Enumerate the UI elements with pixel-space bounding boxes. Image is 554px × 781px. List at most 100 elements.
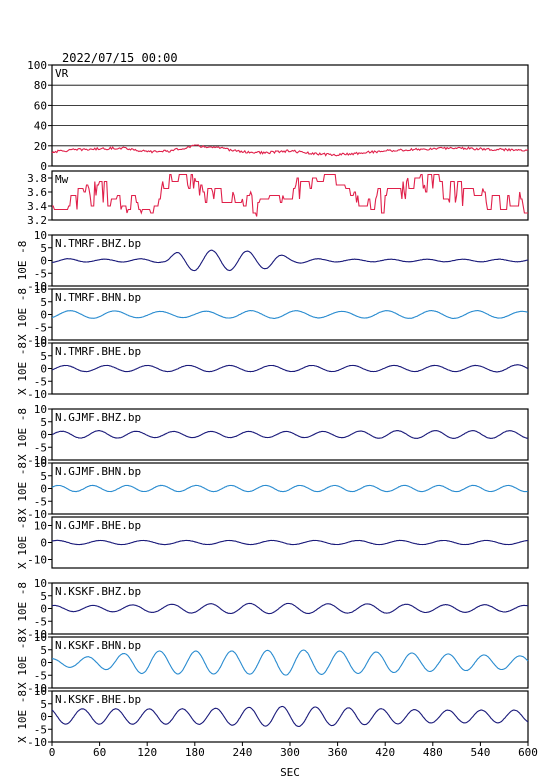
panel-label: N.TMRF.BHE.bp [55,345,141,358]
y-tick-label: 80 [34,79,47,92]
y-tick-label: -10 [27,334,47,347]
y-tick-label: 40 [34,120,47,133]
panel-label: N.TMRF.BHZ.bp [55,237,141,250]
y-tick-label: 0 [40,537,47,550]
y-axis-label: X 10E -8 [16,462,29,515]
y-axis-label: X 10E -8 [16,582,29,635]
y-tick-label: -10 [27,280,47,293]
y-tick-label: 10 [34,457,47,470]
y-tick-label: 10 [34,520,47,533]
y-tick-label: 100 [27,59,47,72]
y-tick-label: 0 [40,711,47,724]
series-line [51,364,529,373]
y-tick-label: 5 [40,590,47,603]
datetime-header: 2022/07/15 00:00 [62,51,178,65]
panel-mw: 3.83.63.43.2 Mw [27,170,529,227]
series-line [52,249,529,272]
y-tick-label: -10 [27,554,47,567]
x-axis-label: SEC [280,766,300,779]
y-tick-label: -10 [27,682,47,695]
x-tick-label: 0 [49,746,56,759]
y-tick-label: -5 [34,375,47,388]
panel-label: N.KSKF.BHN.bp [55,639,141,652]
y-tick-label: 0 [40,160,47,173]
y-tick-label: -10 [27,736,47,749]
y-tick-label: 5 [40,470,47,483]
y-axis-label: X 10E -8 [16,408,29,461]
x-tick-label: 60 [93,746,106,759]
y-tick-label: 3.6 [27,186,47,199]
panel-label: N.TMRF.BHN.bp [55,291,141,304]
y-tick-label: 0 [40,363,47,376]
y-tick-label: -5 [34,495,47,508]
y-axis-label: X 10E -8 [16,636,29,689]
y-axis-label: X 10E -8 [16,288,29,341]
y-tick-label: 10 [34,631,47,644]
y-tick-label: 0 [40,483,47,496]
y-tick-label: 3.4 [27,200,47,213]
x-tick-label: 120 [137,746,157,759]
y-tick-label: 3.8 [27,172,47,185]
panel-frame [51,64,529,167]
series-line [51,539,528,546]
y-tick-label: 0 [40,429,47,442]
y-tick-label: -10 [27,508,47,521]
panel-label: N.KSKF.BHE.bp [55,693,141,706]
y-axis-label: 10E -8 [16,241,29,281]
y-tick-label: 0 [40,657,47,670]
y-tick-label: 5 [40,350,47,363]
y-tick-label: 20 [34,140,47,153]
panel-label: N.GJMF.BHE.bp [55,519,141,532]
series-line [51,144,529,157]
x-tick-label: 540 [470,746,490,759]
y-tick-label: -5 [34,669,47,682]
y-axis-label: X 10E -8 [16,516,29,569]
panel-label: VR [55,67,69,80]
y-tick-label: 10 [34,685,47,698]
y-tick-label: 10 [34,577,47,590]
y-tick-label: 5 [40,416,47,429]
series-line [51,430,528,439]
y-tick-label: 5 [40,644,47,657]
y-tick-label: 5 [40,698,47,711]
y-tick-label: -10 [27,628,47,641]
y-tick-label: 10 [34,229,47,242]
panel-label: Mw [55,173,69,186]
y-tick-label: -5 [34,321,47,334]
series-line [51,484,529,493]
series-line [52,173,528,217]
y-tick-label: -5 [34,267,47,280]
y-tick-label: 10 [34,403,47,416]
y-axis-label: X 10E -8 [16,342,29,395]
y-tick-label: 0 [40,255,47,268]
series-line [51,705,529,727]
y-tick-label: -5 [34,723,47,736]
y-tick-label: 10 [34,283,47,296]
y-tick-label: -10 [27,388,47,401]
series-line [51,649,529,676]
panel-vr: 100 80 60 40 20 0 VR [27,59,529,173]
y-tick-label: 5 [40,242,47,255]
y-axis-label: X 10E -8 [16,690,29,743]
y-tick-label: 0 [40,309,47,322]
panel-label: N.GJMF.BHN.bp [55,465,141,478]
panel-gjmf_bhe: 10 0 -10 N.GJMF.BHE.bp [27,516,529,569]
panel-label: N.GJMF.BHZ.bp [55,411,141,424]
y-tick-label: 3.2 [27,214,47,227]
panel-label: N.KSKF.BHZ.bp [55,585,141,598]
y-tick-label: 10 [34,337,47,350]
x-tick-label: 180 [185,746,205,759]
y-tick-label: 5 [40,296,47,309]
x-tick-label: 480 [423,746,443,759]
x-tick-label: 600 [518,746,538,759]
x-tick-label: 300 [280,746,300,759]
